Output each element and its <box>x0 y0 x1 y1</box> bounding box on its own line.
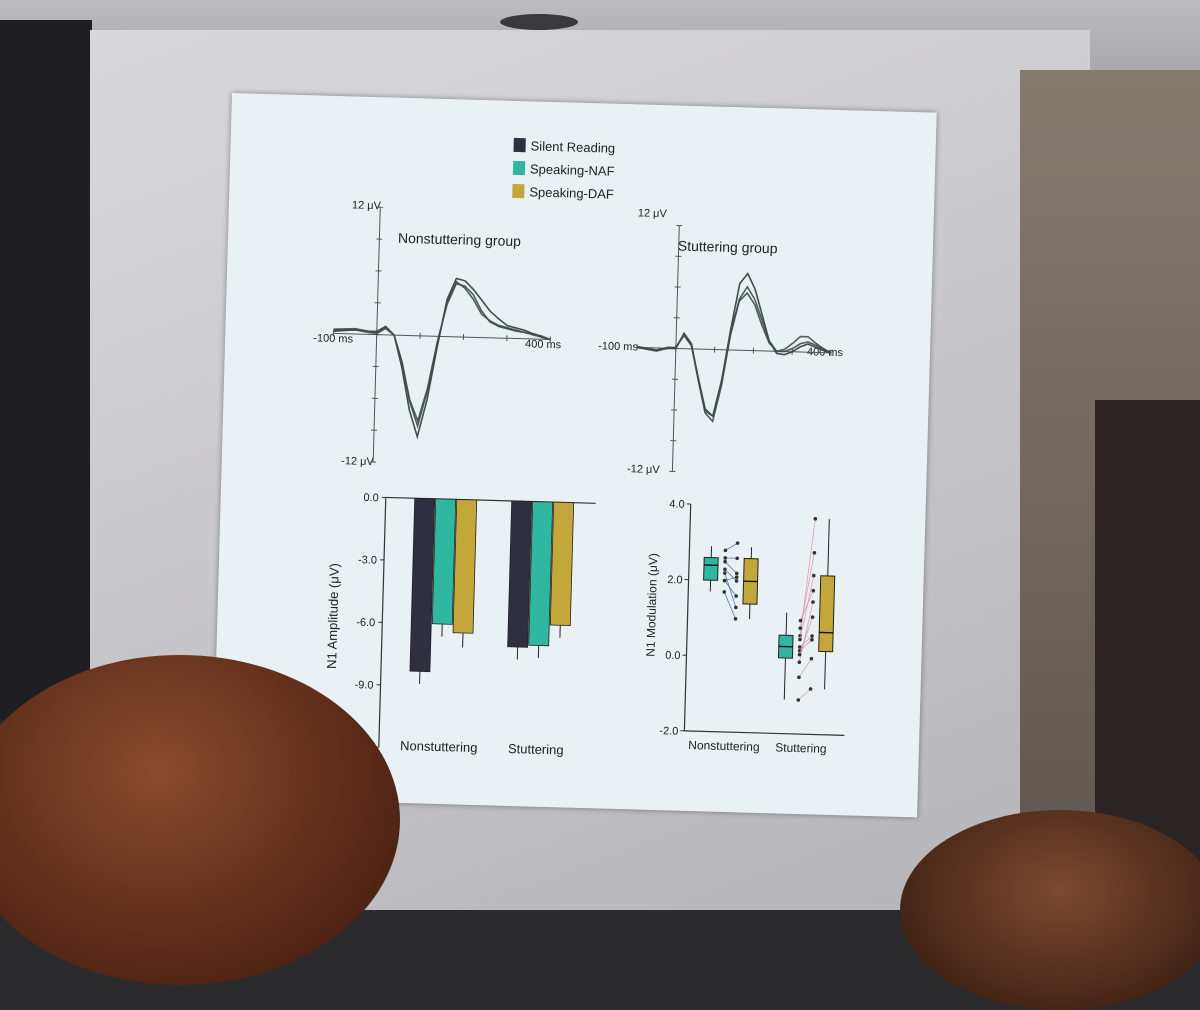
y-axis <box>684 504 690 731</box>
erp-line-speaking-daf <box>331 278 552 430</box>
data-point <box>811 615 815 619</box>
x-tick-label: Nonstuttering <box>688 738 760 754</box>
bar-silent-reading <box>508 501 532 647</box>
x-tick-label: Stuttering <box>508 741 564 758</box>
data-point <box>734 606 738 610</box>
legend-swatch-speaking-daf <box>512 184 524 198</box>
data-point <box>736 541 740 545</box>
y-tick-label: 4.0 <box>669 498 685 510</box>
y-bottom-label: -12 μV <box>341 455 375 468</box>
y-bottom-label: -12 μV <box>627 463 661 476</box>
x-axis <box>684 731 844 735</box>
legend-label: Speaking-DAF <box>529 184 614 201</box>
box-plot-n1-modulation: N1 Modulation (μV) 4.0 2.0 0.0 -2.0 Nonstutt… <box>641 498 851 757</box>
ceiling-light <box>500 14 578 30</box>
bar-chart-n1-amplitude: N1 Amplitude (μV) 0.0-3.0-6.0-9.0-12.0No… <box>322 491 596 760</box>
chart-title: Nonstuttering group <box>398 230 522 249</box>
bar-speaking-daf <box>550 502 573 625</box>
x-axis <box>333 333 550 339</box>
data-point <box>813 517 817 521</box>
data-point <box>811 600 815 604</box>
y-tick-label: 0.0 <box>665 650 681 662</box>
left-wall <box>0 20 92 720</box>
erp-panel-stuttering: Stuttering group 12 μV -12 μV -100 ms 40… <box>595 206 848 481</box>
paired-line <box>724 592 737 619</box>
box-speaking-daf <box>819 576 835 652</box>
legend-label: Silent Reading <box>530 138 615 155</box>
x-tick-label: Stuttering <box>775 740 827 755</box>
data-point <box>735 556 739 560</box>
bar-speaking-naf <box>432 499 455 625</box>
legend-swatch-silent-reading <box>513 138 525 152</box>
data-point <box>812 574 816 578</box>
bar-speaking-daf <box>453 499 477 633</box>
x-start-label: -100 ms <box>598 340 639 353</box>
y-tick-label: -2.0 <box>659 725 678 738</box>
y-axis-label: N1 Modulation (μV) <box>643 553 660 657</box>
data-point <box>723 556 727 560</box>
y-top-label: 12 μV <box>352 199 382 212</box>
erp-panel-nonstuttering: Nonstuttering group 12 μV -12 μV -100 ms… <box>310 198 566 473</box>
legend-label: Speaking-NAF <box>530 161 615 178</box>
data-point <box>811 589 815 593</box>
y-tick-label: -3.0 <box>358 554 377 567</box>
paired-line <box>724 581 736 596</box>
data-point <box>798 638 802 642</box>
audience-head <box>900 810 1200 1010</box>
erp-line-silent-reading <box>331 275 552 440</box>
x-end-label: 400 ms <box>525 338 562 351</box>
erp-line-speaking-naf <box>331 280 552 424</box>
legend-swatch-speaking-naf <box>513 161 525 175</box>
paired-line <box>798 689 810 701</box>
y-tick-label: 0.0 <box>363 492 379 504</box>
data-point <box>735 575 739 579</box>
y-tick-label: 2.0 <box>667 574 683 586</box>
paired-line <box>725 562 737 574</box>
y-tick-label: -6.0 <box>356 617 375 630</box>
erp-line-silent-reading <box>635 271 833 420</box>
data-point <box>734 617 738 621</box>
x-tick-label: Nonstuttering <box>400 738 478 755</box>
box-speaking-naf <box>704 557 719 580</box>
bar-speaking-naf <box>529 502 553 646</box>
data-point <box>813 551 817 555</box>
data-point <box>722 590 726 594</box>
paired-line <box>725 543 737 551</box>
data-point <box>723 571 727 575</box>
data-point <box>797 660 801 664</box>
y-axis-label: N1 Amplitude (μV) <box>324 563 342 669</box>
legend: Silent Reading Speaking-NAF Speaking-DAF <box>512 138 615 202</box>
bar-silent-reading <box>410 498 435 671</box>
y-tick-label: -9.0 <box>354 679 373 692</box>
data-point <box>724 549 728 553</box>
chart-title: Stuttering group <box>678 238 778 257</box>
y-top-label: 12 μV <box>638 207 668 220</box>
paired-line <box>724 573 737 607</box>
